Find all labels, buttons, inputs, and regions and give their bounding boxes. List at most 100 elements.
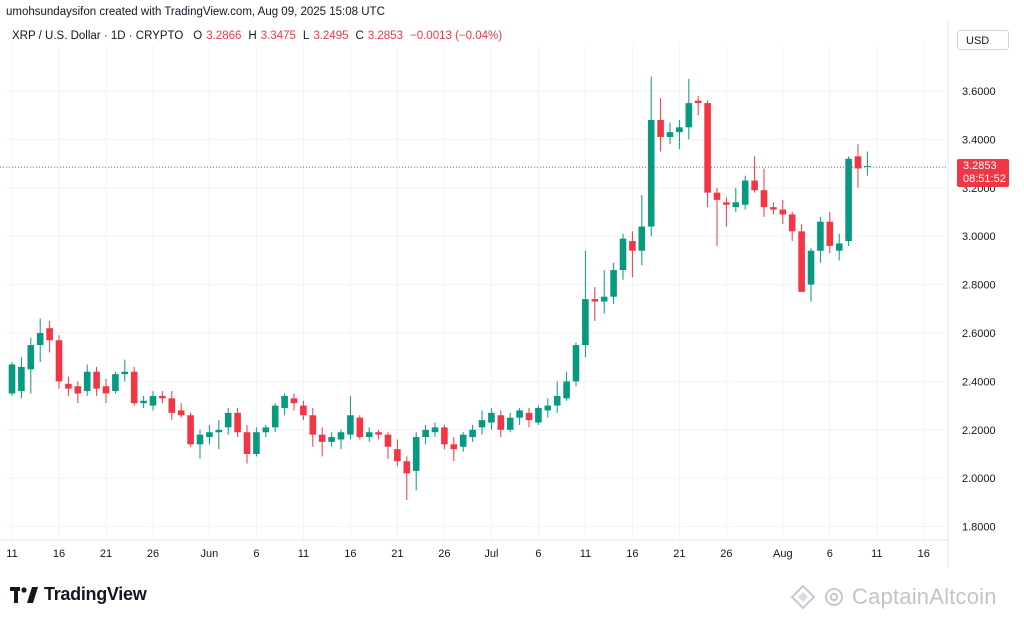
candle-body bbox=[469, 429, 476, 438]
watermark-logo-icon bbox=[790, 584, 816, 610]
candle-body bbox=[300, 405, 307, 416]
candle-body bbox=[281, 395, 288, 409]
candle-body bbox=[826, 221, 834, 246]
candle-body bbox=[65, 383, 72, 389]
change-value: −0.0013 (−0.04%) bbox=[410, 30, 503, 42]
candle-body bbox=[694, 100, 702, 104]
candle-body bbox=[647, 120, 655, 227]
candle-body bbox=[657, 120, 664, 137]
candle-body bbox=[394, 449, 401, 462]
candle-body bbox=[450, 444, 458, 450]
candle-body bbox=[506, 417, 514, 430]
candle-body bbox=[412, 437, 420, 471]
candle-body bbox=[535, 408, 542, 423]
time-tick-label: 11 bbox=[6, 548, 17, 560]
candle-body bbox=[732, 202, 740, 208]
symbol-name: XRP / U.S. Dollar · 1D · CRYPTO bbox=[12, 30, 184, 42]
candle-body bbox=[619, 238, 627, 271]
candle-body bbox=[262, 427, 270, 433]
time-tick-label: 6 bbox=[253, 548, 259, 560]
time-tick-label: 6 bbox=[827, 548, 833, 560]
candle-body bbox=[807, 250, 815, 285]
low-value: 3.2495 bbox=[313, 30, 349, 42]
price-tick-label: 2.8000 bbox=[962, 280, 996, 292]
candle-body bbox=[685, 103, 693, 128]
candle-body bbox=[328, 437, 335, 442]
time-tick-label: 16 bbox=[626, 548, 638, 560]
last-price-value: 3.2853 bbox=[963, 160, 997, 172]
time-tick-label: 6 bbox=[535, 548, 541, 560]
candle-body bbox=[74, 386, 82, 394]
candle-body bbox=[525, 412, 533, 421]
candle-body bbox=[168, 398, 176, 413]
price-tick-label: 2.4000 bbox=[962, 376, 996, 388]
candle-body bbox=[723, 202, 730, 205]
time-axis: 11 16 21 26 Jun 6 11 16 21 26 Jul 6 11 16 21 26 Aug 6 11 16 bbox=[6, 548, 930, 560]
candle-body bbox=[629, 241, 636, 251]
open-value: 3.2866 bbox=[206, 30, 242, 42]
candle-body bbox=[318, 434, 326, 442]
candle-body bbox=[243, 432, 251, 454]
at-sign-icon bbox=[825, 588, 843, 606]
candle-body bbox=[788, 214, 796, 232]
low-label: L bbox=[302, 30, 310, 42]
candle-body bbox=[177, 410, 185, 416]
time-tick-label: 26 bbox=[720, 548, 732, 560]
candle-body bbox=[582, 299, 589, 346]
candle-body bbox=[384, 434, 392, 447]
candle-body bbox=[817, 221, 824, 251]
candle-body bbox=[751, 180, 758, 191]
candle-body bbox=[704, 103, 711, 193]
time-tick-label: 11 bbox=[871, 548, 882, 560]
candle-body bbox=[779, 209, 787, 215]
candle-body bbox=[365, 432, 373, 438]
candle-body bbox=[591, 299, 599, 302]
candle-body bbox=[563, 381, 570, 399]
candle-body bbox=[572, 345, 580, 382]
watermark-text: CaptainAltcoin bbox=[852, 584, 997, 609]
candle-body bbox=[121, 371, 129, 375]
candle-body bbox=[638, 226, 646, 251]
currency-selector[interactable]: USD bbox=[957, 30, 1009, 50]
candle-body bbox=[149, 395, 157, 406]
candle-body bbox=[112, 374, 119, 392]
candle-body bbox=[159, 395, 166, 399]
candle-body bbox=[309, 415, 317, 435]
time-tick-label: Aug bbox=[773, 548, 793, 560]
candle-body bbox=[544, 405, 552, 411]
time-tick-label: 16 bbox=[344, 548, 356, 560]
price-tick-label: 3.4000 bbox=[962, 134, 996, 146]
time-tick-label: Jun bbox=[201, 548, 219, 560]
candle-body bbox=[422, 429, 429, 438]
bar-countdown: 08:51:52 bbox=[963, 173, 1006, 185]
high-label: H bbox=[248, 30, 257, 42]
candle-body bbox=[478, 420, 486, 428]
candle-body bbox=[441, 427, 448, 445]
candle-body bbox=[36, 333, 44, 346]
close-label: C bbox=[355, 30, 364, 42]
candle-body bbox=[46, 328, 53, 341]
time-tick-label: 11 bbox=[298, 548, 309, 560]
attribution-text: umohsundaysifon created with TradingView… bbox=[6, 6, 385, 18]
candle-body bbox=[403, 461, 411, 474]
candle-body bbox=[845, 158, 852, 242]
price-tick-label: 2.2000 bbox=[962, 425, 996, 437]
candle-body bbox=[760, 190, 768, 208]
time-tick-label: 16 bbox=[53, 548, 65, 560]
candle-body bbox=[431, 427, 439, 433]
candle-body bbox=[497, 415, 505, 430]
price-axis: 3.60003.40003.20003.00002.80002.60002.40… bbox=[962, 86, 996, 534]
tradingview-brand[interactable]: TradingView bbox=[10, 584, 147, 605]
candle-body bbox=[337, 432, 345, 440]
candles bbox=[8, 76, 871, 500]
time-tick-label: 21 bbox=[673, 548, 685, 560]
time-tick-label: 26 bbox=[147, 548, 159, 560]
last-price-tag: 3.2853 08:51:52 bbox=[957, 159, 1009, 187]
high-value: 3.3475 bbox=[260, 30, 296, 42]
candle-body bbox=[835, 243, 843, 251]
candle-body bbox=[516, 410, 523, 418]
candle-body bbox=[798, 231, 805, 292]
open-label: O bbox=[193, 30, 203, 42]
candle-body bbox=[206, 432, 213, 438]
